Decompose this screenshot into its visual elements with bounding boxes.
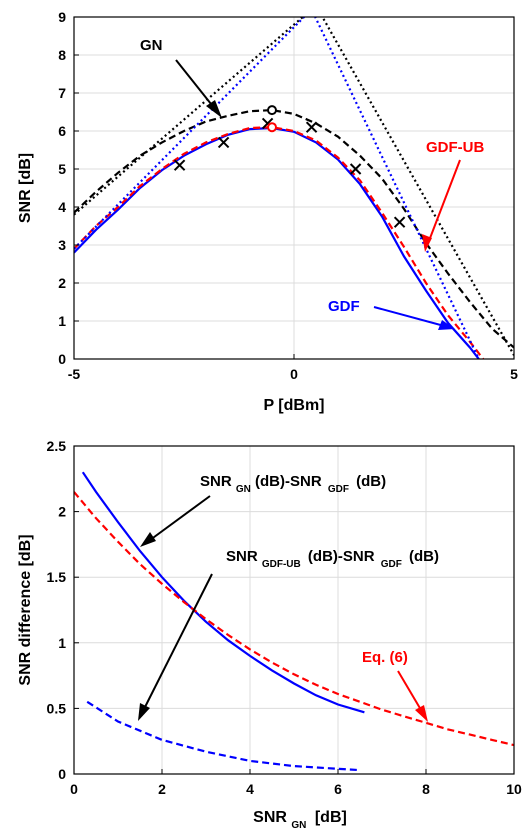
annotation-gdf-ub: GDF-UB bbox=[422, 139, 484, 252]
annotation-snr-gn-diff-snr: SNR bbox=[200, 473, 232, 490]
bottom-x-axis-label-main: SNR bbox=[253, 809, 287, 826]
bottom-x-axis-label-sub: GN bbox=[291, 820, 306, 831]
annotation-gn: GN bbox=[140, 37, 222, 118]
bottom-series-snr-gn-db-snr-gdf-db bbox=[81, 471, 365, 714]
top-x-axis-label: P [dBm] bbox=[263, 397, 324, 414]
bottom-y-tick-label: 0.5 bbox=[47, 700, 67, 716]
annotation-gdf-arrowhead bbox=[438, 320, 455, 330]
annotation-eq6-label: Eq. (6) bbox=[362, 649, 408, 666]
top-x-marker bbox=[393, 216, 406, 228]
top-x-tick-label: -5 bbox=[68, 366, 81, 382]
bottom-series-eq-6 bbox=[74, 491, 514, 747]
annotation-gn-arrowhead bbox=[206, 100, 222, 118]
bottom-x-axis-label: SNR GN [dB] bbox=[253, 809, 347, 832]
top-y-tick-label: 7 bbox=[58, 85, 66, 101]
annotation-eq6: Eq. (6) bbox=[362, 649, 428, 722]
annotation-snr-gdfub-diff-arrow bbox=[141, 573, 213, 714]
top-y-tick-label: 9 bbox=[58, 9, 66, 25]
top-series-gn bbox=[74, 108, 514, 349]
annotation-snr-gn-diff-label: SNR GN (dB)-SNR GDF (dB) bbox=[200, 473, 386, 496]
bottom-x-axis-label-unit: [dB] bbox=[315, 809, 347, 826]
top-x-tick-label: 5 bbox=[510, 366, 518, 382]
bottom-x-tick-label: 2 bbox=[158, 781, 166, 797]
bottom-x-tick-label: 6 bbox=[334, 781, 342, 797]
annotation-snr-gdfub-diff-mid: (dB)-SNR bbox=[308, 548, 375, 565]
annotation-snr-gn-diff: SNR GN (dB)-SNR GDF (dB) bbox=[140, 473, 386, 547]
annotation-gdf: GDF bbox=[328, 298, 455, 330]
bottom-y-tick-label: 2 bbox=[58, 504, 66, 520]
bottom-y-tick-label: 1.5 bbox=[47, 569, 67, 585]
annotation-gdf-arrow bbox=[373, 306, 449, 328]
annotation-snr-gn-diff-arrow bbox=[145, 495, 211, 544]
bottom-x-tick-label: 10 bbox=[506, 781, 522, 797]
top-x-marker bbox=[173, 159, 186, 171]
top-circle-marker bbox=[267, 122, 277, 133]
annotation-eq6-arrowhead bbox=[415, 705, 428, 722]
bottom-x-tick-label: 4 bbox=[246, 781, 254, 797]
top-series-gdf bbox=[74, 126, 480, 359]
bottom-x-tick-label: 0 bbox=[70, 781, 78, 797]
top-series-gdf-ub bbox=[74, 17, 480, 359]
top-series-gn-ub bbox=[74, 17, 514, 356]
annotation-gdf-ub-arrowhead bbox=[422, 234, 432, 252]
top-x-marker bbox=[217, 136, 230, 149]
annotation-snr-gn-diff-mid: (dB)-SNR bbox=[255, 473, 322, 490]
bottom-y-axis-label: SNR difference [dB] bbox=[17, 534, 34, 685]
annotation-gdf-ub-label: GDF-UB bbox=[426, 139, 484, 156]
annotation-gn-label: GN bbox=[140, 37, 163, 54]
top-plot-frame bbox=[73, 16, 515, 360]
annotation-snr-gdfub-diff-sub1: GDF-UB bbox=[262, 559, 301, 570]
annotation-snr-gn-diff-sub2: GDF bbox=[328, 484, 349, 495]
top-x-marker bbox=[349, 163, 362, 175]
annotation-snr-gn-diff-tail: (dB) bbox=[356, 473, 386, 490]
top-y-tick-label: 1 bbox=[58, 313, 66, 329]
top-y-tick-label: 0 bbox=[58, 351, 66, 367]
top-y-tick-label: 5 bbox=[58, 161, 66, 177]
bottom-plot-frame bbox=[73, 445, 515, 775]
annotation-snr-gdfub-diff: SNR GDF-UB (dB)-SNR GDF (dB) bbox=[138, 548, 439, 721]
top-circle-marker bbox=[267, 105, 277, 116]
annotation-snr-gdfub-diff-sub2: GDF bbox=[381, 559, 402, 570]
top-y-tick-label: 6 bbox=[58, 123, 66, 139]
annotation-snr-gdfub-diff-label: SNR GDF-UB (dB)-SNR GDF (dB) bbox=[226, 548, 439, 571]
annotation-gdf-label: GDF bbox=[328, 298, 360, 315]
top-x-tick-label: 0 bbox=[290, 366, 298, 382]
bottom-series-snr-gdf-ub-db-snr-gdf-db bbox=[86, 700, 361, 772]
annotation-snr-gdfub-diff-snr: SNR bbox=[226, 548, 258, 565]
top-y-tick-label: 4 bbox=[58, 199, 66, 215]
top-x-marker bbox=[305, 121, 318, 133]
top-y-tick-label: 8 bbox=[58, 47, 66, 63]
top-y-axis-label: SNR [dB] bbox=[17, 153, 34, 223]
annotation-gdf-ub-arrow bbox=[426, 159, 461, 247]
bottom-y-tick-label: 1 bbox=[58, 635, 66, 651]
top-y-tick-label: 3 bbox=[58, 237, 66, 253]
top-y-tick-label: 2 bbox=[58, 275, 66, 291]
bottom-y-tick-label: 0 bbox=[58, 766, 66, 782]
bottom-y-tick-label: 2.5 bbox=[47, 438, 67, 454]
annotation-snr-gn-diff-sub1: GN bbox=[236, 484, 251, 495]
bottom-x-tick-label: 8 bbox=[422, 781, 430, 797]
annotation-snr-gn-diff-arrowhead bbox=[140, 532, 156, 547]
annotation-snr-gdfub-diff-arrowhead bbox=[138, 703, 150, 721]
bottom-chart: 0 2 4 6 8 10 0 0.5 1 1.5 2 2.5 SNR GN [dB] SNR diff… bbox=[17, 438, 522, 832]
annotation-snr-gdfub-diff-tail: (dB) bbox=[409, 548, 439, 565]
